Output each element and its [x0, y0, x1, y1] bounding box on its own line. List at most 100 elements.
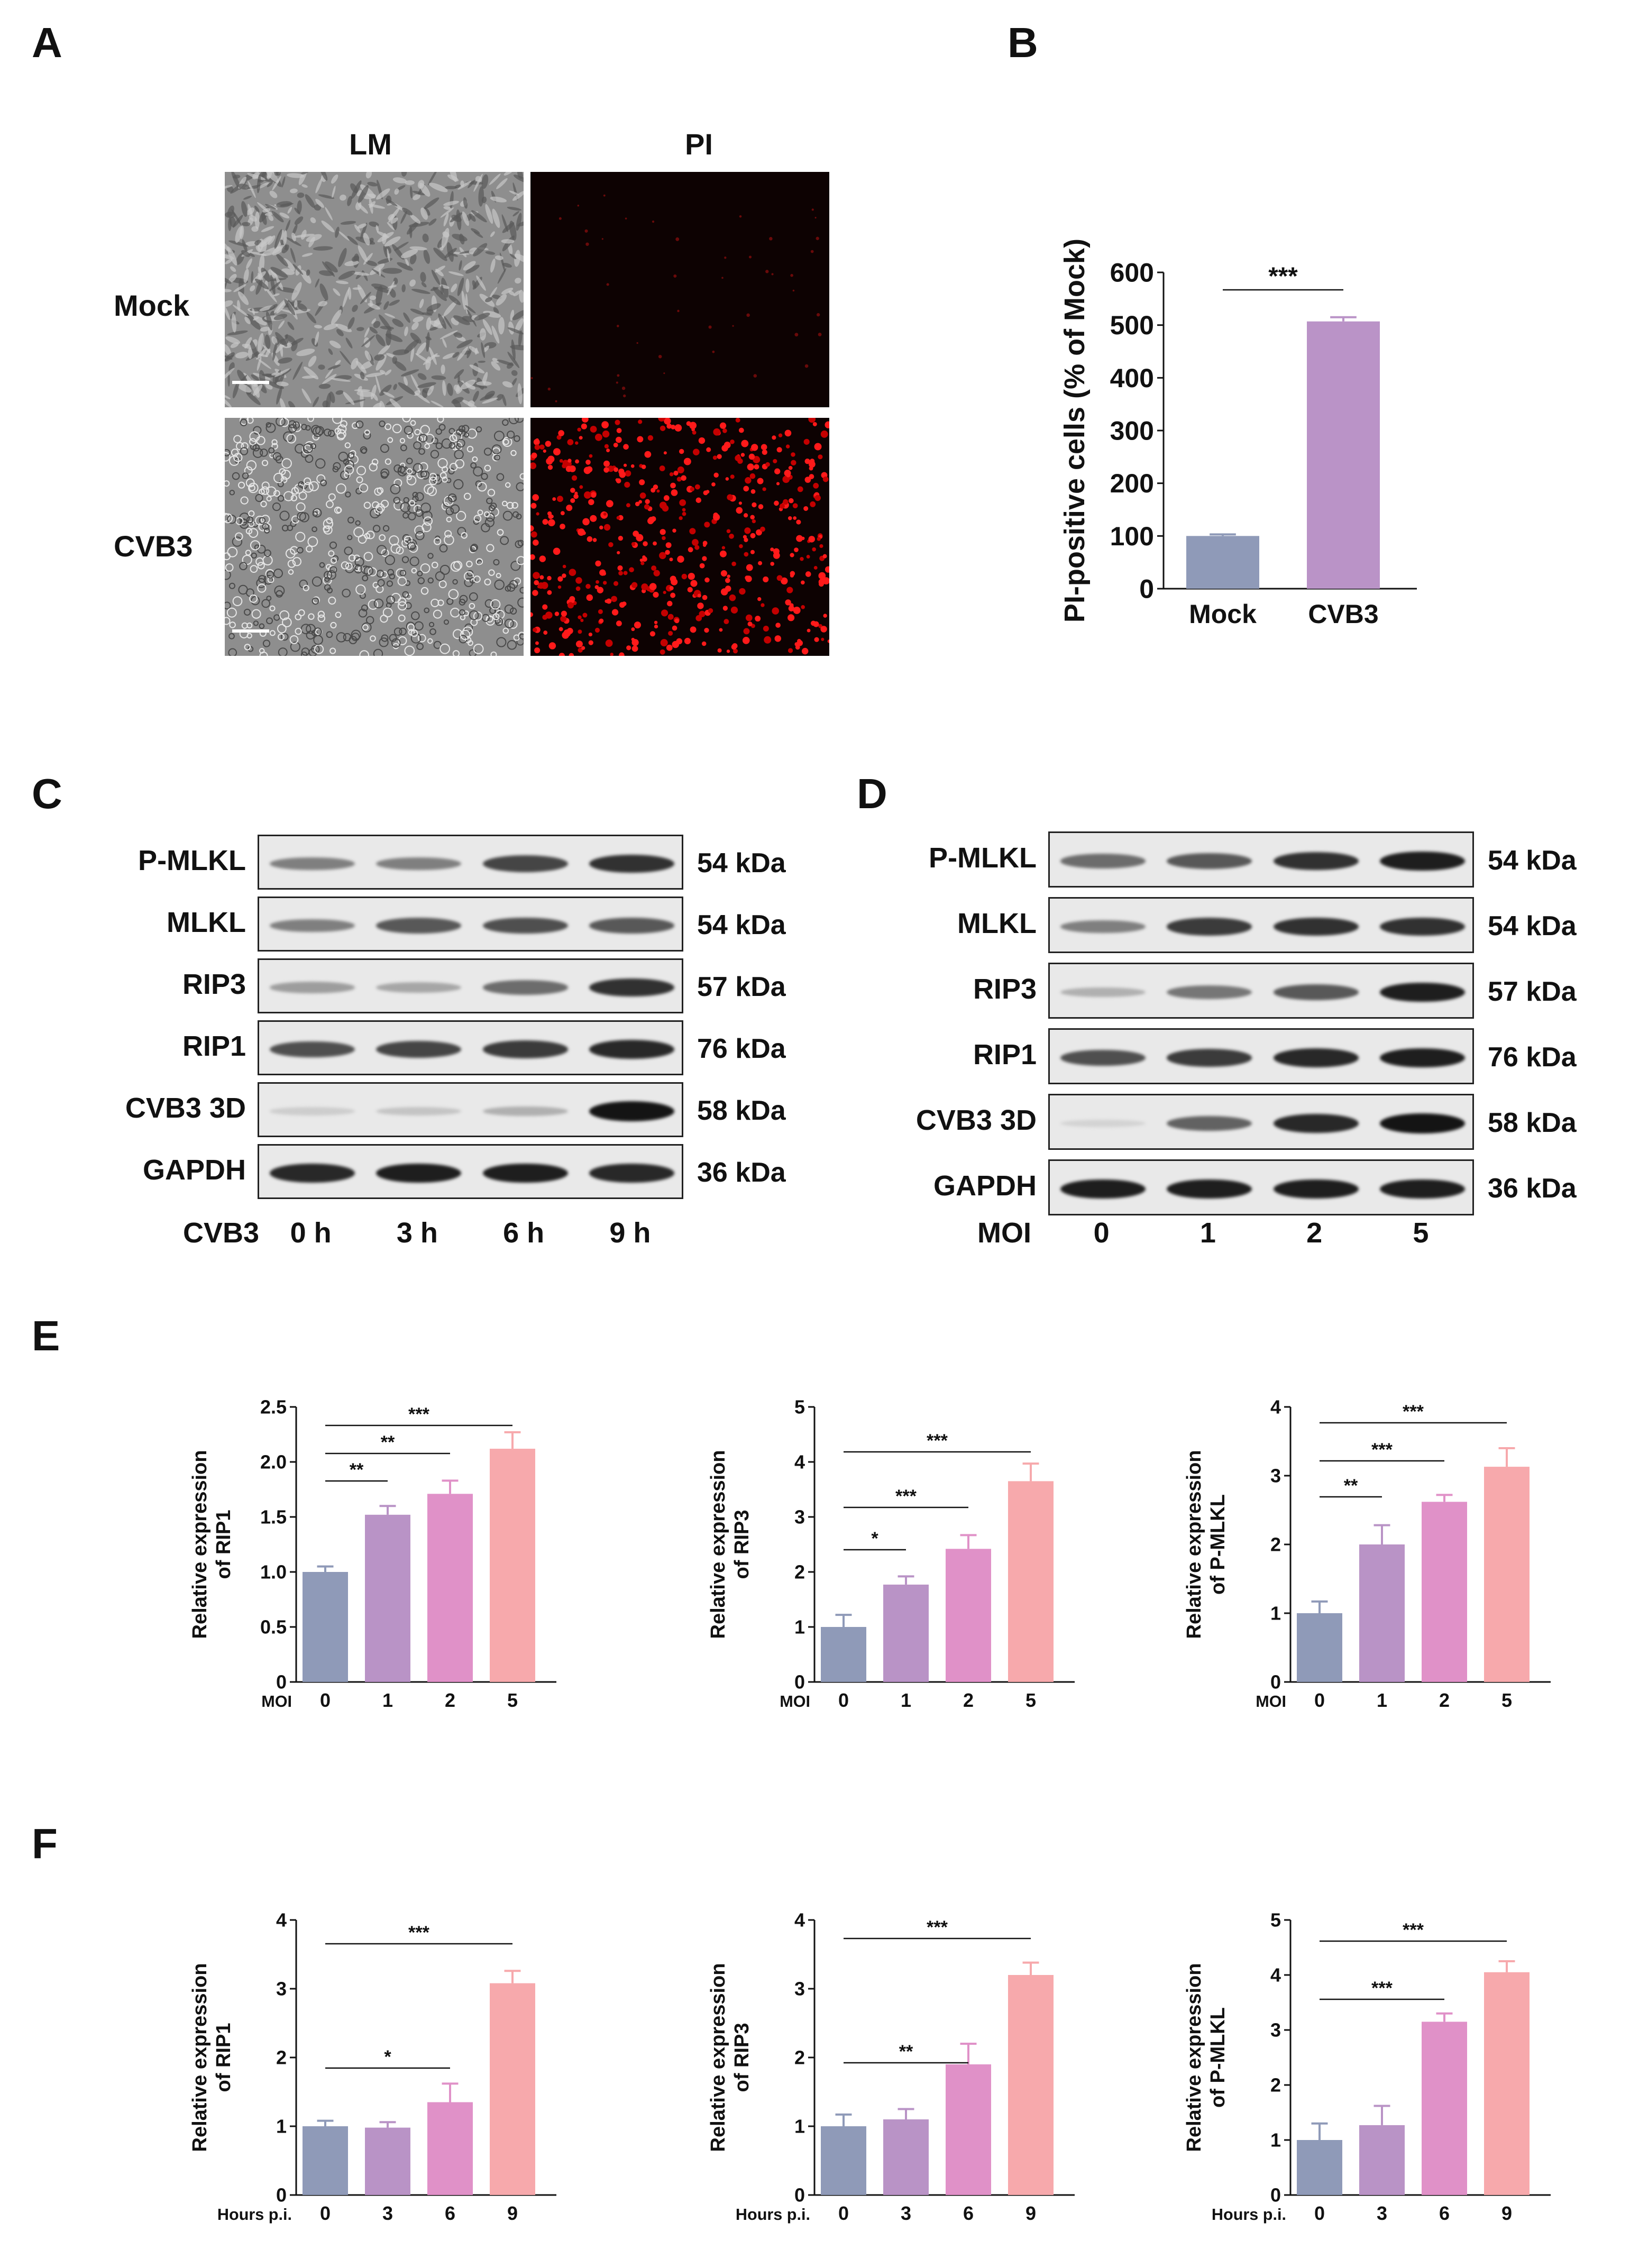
bar — [883, 2119, 929, 2195]
blot-band — [376, 918, 462, 934]
y-tick-label: 3 — [1270, 2019, 1281, 2041]
bar — [1359, 2125, 1405, 2195]
blot-size-label: 58 kDa — [1488, 1108, 1577, 1138]
bar — [1484, 1972, 1530, 2195]
blot-band — [376, 857, 462, 871]
bar — [1186, 536, 1259, 589]
blot-protein-label: P-MLKL — [138, 845, 246, 876]
blot-band — [482, 980, 568, 995]
y-axis-label: of RIP3 — [731, 2023, 753, 2092]
y-tick-label: 1 — [794, 2116, 805, 2137]
bar — [883, 1584, 929, 1682]
blot-size-label: 36 kDa — [697, 1157, 786, 1188]
significance-label: *** — [408, 1923, 430, 1943]
y-tick-label: 600 — [1110, 258, 1154, 288]
blot-band — [1167, 1115, 1252, 1131]
y-tick-label: 0 — [1139, 574, 1154, 604]
blot-strip — [1048, 1028, 1474, 1084]
y-tick-label: 0 — [794, 2184, 805, 2206]
blot-band — [376, 1041, 462, 1058]
x-axis-label: MOI — [261, 1693, 292, 1711]
x-tick-label: 1 — [901, 1689, 911, 1711]
blot-band — [482, 855, 568, 872]
micrograph-pi-mock — [530, 172, 829, 407]
micrograph-lm-mock — [225, 172, 524, 407]
bar — [427, 2102, 473, 2195]
y-axis-label: Relative expression — [189, 1963, 211, 2152]
blot-band — [589, 854, 674, 873]
blot-lane-label: 5 — [1413, 1217, 1429, 1249]
blot-band — [1060, 854, 1146, 868]
bar — [490, 1983, 535, 2195]
y-axis-label: PI-positive cells (% of Mock) — [1059, 239, 1091, 623]
bar — [1008, 1481, 1054, 1682]
blot-protein-label: RIP1 — [182, 1030, 246, 1062]
y-tick-label: 1 — [1270, 2129, 1281, 2151]
blot-band — [1167, 1179, 1252, 1199]
blot-size-label: 57 kDa — [697, 972, 786, 1002]
x-tick-label: 1 — [1377, 1689, 1387, 1711]
bar — [1422, 1502, 1467, 1682]
significance-label: *** — [927, 1431, 948, 1451]
blot-strip — [258, 1082, 683, 1137]
col-label-pi: PI — [685, 127, 713, 161]
scale-bar — [232, 629, 269, 633]
blot-strip — [258, 1144, 683, 1199]
bar — [365, 2127, 410, 2195]
blot-band — [589, 918, 674, 934]
blot-band — [482, 1163, 568, 1183]
x-tick-label: CVB3 — [1308, 599, 1378, 629]
blot-band — [1273, 852, 1359, 871]
blot-protein-label: CVB3 3D — [125, 1092, 246, 1124]
bar — [1008, 1975, 1054, 2195]
blot-band — [1379, 1048, 1465, 1068]
blot-strip — [258, 1020, 683, 1075]
blot-protein-label: GAPDH — [933, 1170, 1037, 1202]
micrograph-texture — [530, 418, 829, 656]
blot-band — [1060, 1119, 1146, 1128]
blot-strip — [1048, 897, 1474, 953]
y-tick-label: 3 — [276, 1978, 287, 2000]
blot-strip — [1048, 963, 1474, 1019]
blot-size-label: 36 kDa — [1488, 1173, 1577, 1204]
significance-label: *** — [895, 1486, 917, 1506]
blot-band — [270, 1164, 355, 1183]
significance-label: * — [384, 2047, 391, 2067]
bar — [946, 1549, 991, 1682]
x-tick-label: 6 — [1439, 2202, 1450, 2224]
panel-label-e: E — [32, 1312, 60, 1359]
blot-band — [1060, 987, 1146, 998]
blot-strip — [1048, 1159, 1474, 1215]
x-tick-label: 3 — [382, 2202, 393, 2224]
x-axis-label: MOI — [1256, 1693, 1286, 1711]
bar — [303, 1572, 348, 1682]
y-tick-label: 4 — [1270, 1396, 1281, 1418]
significance-label: ** — [350, 1460, 364, 1480]
blot-axis-label: MOI — [977, 1217, 1031, 1249]
blot-protein-label: RIP3 — [182, 968, 246, 1000]
blot-band — [1379, 917, 1465, 936]
blot-strip — [258, 835, 683, 890]
y-tick-label: 2.5 — [260, 1396, 287, 1418]
blot-lane-label: 9 h — [609, 1217, 651, 1249]
significance-label: *** — [1371, 1440, 1393, 1460]
y-tick-label: 0 — [794, 1671, 805, 1693]
y-tick-label: 4 — [1270, 1964, 1281, 1986]
y-tick-label: 2 — [1270, 2074, 1281, 2096]
y-tick-label: 1.0 — [260, 1561, 287, 1583]
x-tick-label: 2 — [445, 1689, 455, 1711]
panel-label-a: A — [32, 19, 62, 66]
blot-band — [1167, 985, 1252, 999]
blot-band — [589, 1040, 674, 1059]
y-axis-label: Relative expression — [189, 1450, 211, 1639]
blot-protein-label: CVB3 3D — [915, 1104, 1037, 1136]
micrograph-texture — [225, 172, 524, 407]
y-tick-label: 1 — [1270, 1603, 1281, 1624]
y-axis-label: of RIP1 — [213, 2023, 235, 2092]
bar — [946, 2064, 991, 2195]
blot-band — [589, 1164, 674, 1183]
blot-protein-label: GAPDH — [142, 1154, 246, 1186]
